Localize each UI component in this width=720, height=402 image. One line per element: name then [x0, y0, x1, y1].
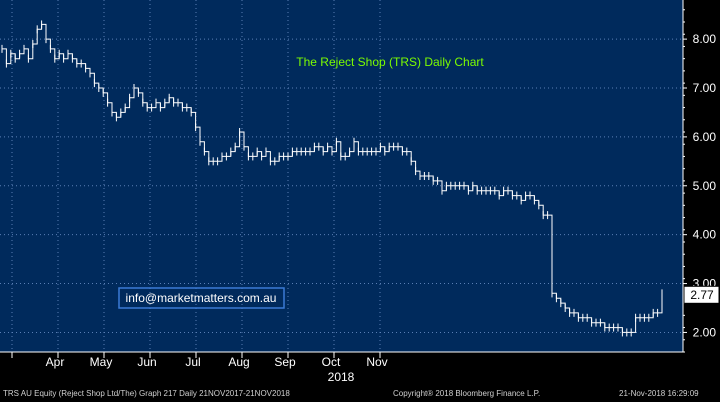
last-price-box [683, 285, 720, 304]
grid-layer [0, 0, 683, 352]
y-tick-label: 4.00 [693, 228, 717, 242]
chart-title: The Reject Shop (TRS) Daily Chart [296, 55, 484, 69]
footer-right: 21-Nov-2018 16:29:09 [619, 389, 699, 398]
x-tick-label: Oct [322, 355, 341, 369]
x-tick-label: Jun [137, 355, 156, 369]
x-year-label: 2018 [328, 370, 355, 384]
y-tick-label: 6.00 [693, 130, 717, 144]
footer-center: Copyright® 2018 Bloomberg Finance L.P. [393, 389, 541, 398]
series-layer [1, 20, 663, 337]
axis-background [683, 0, 720, 386]
y-tick-label: 7.00 [693, 81, 717, 95]
annotation-email: info@marketmatters.com.au [126, 291, 277, 305]
x-tick-label: Jul [185, 355, 200, 369]
x-axis: Apr May Jun Jul Aug Sep Oct Nov [0, 351, 683, 369]
y-tick-label: 2.00 [693, 325, 717, 339]
x-tick-label: May [90, 355, 113, 369]
last-price-label: 2.77 [690, 288, 714, 302]
plot-background [0, 0, 683, 352]
annotation-box [118, 287, 285, 309]
x-tick-label: Nov [366, 355, 387, 369]
y-tick-label: 8.00 [693, 32, 717, 46]
chart-svg: 2.003.004.005.006.007.008.00 Apr May Jun Ju… [0, 0, 720, 386]
x-tick-label: Aug [228, 355, 249, 369]
x-tick-label: Apr [46, 355, 65, 369]
x-tick-label: Sep [274, 355, 296, 369]
y-tick-label: 5.00 [693, 179, 717, 193]
footer-bar: TRS AU Equity (Reject Shop Ltd/The) Grap… [0, 386, 720, 402]
footer-left: TRS AU Equity (Reject Shop Ltd/The) Grap… [3, 389, 290, 398]
